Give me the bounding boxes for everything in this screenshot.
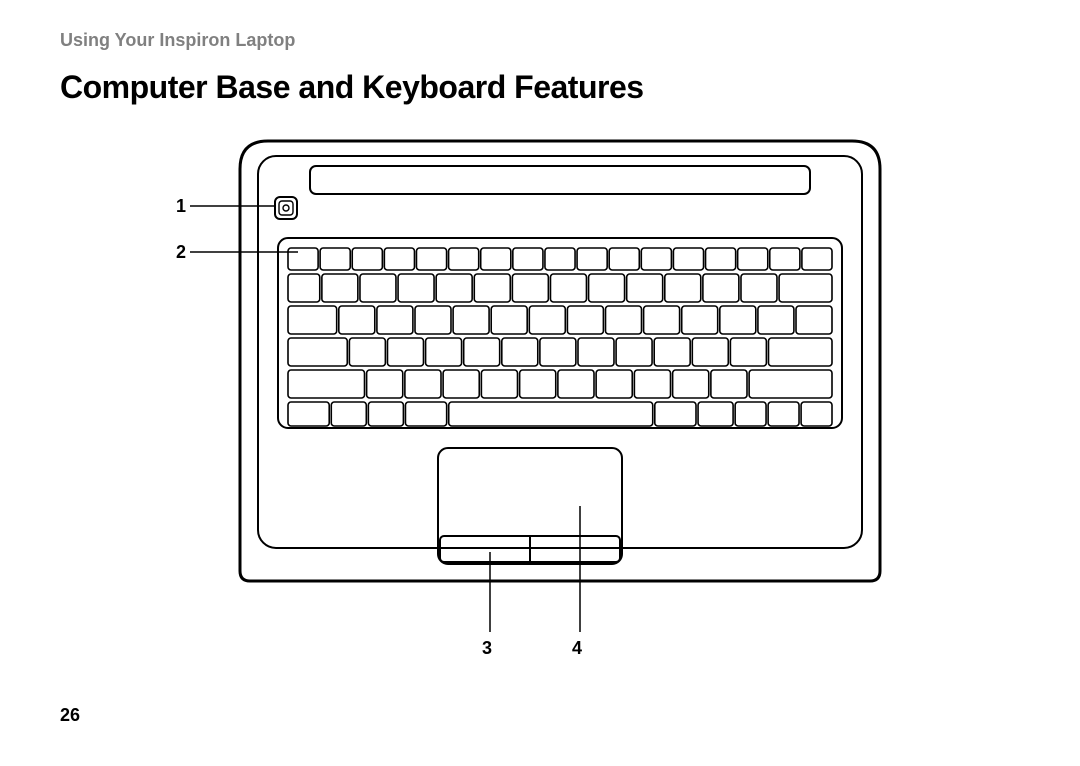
laptop-svg <box>60 136 1020 676</box>
callout-label-4: 4 <box>572 638 582 659</box>
page-number: 26 <box>60 705 80 726</box>
callout-label-1: 1 <box>176 196 186 217</box>
laptop-diagram: 1 2 3 4 <box>60 136 1020 696</box>
manual-page: Using Your Inspiron Laptop Computer Base… <box>0 0 1080 766</box>
callout-label-3: 3 <box>482 638 492 659</box>
breadcrumb: Using Your Inspiron Laptop <box>60 30 1020 51</box>
callout-label-2: 2 <box>176 242 186 263</box>
page-title: Computer Base and Keyboard Features <box>60 69 1020 106</box>
